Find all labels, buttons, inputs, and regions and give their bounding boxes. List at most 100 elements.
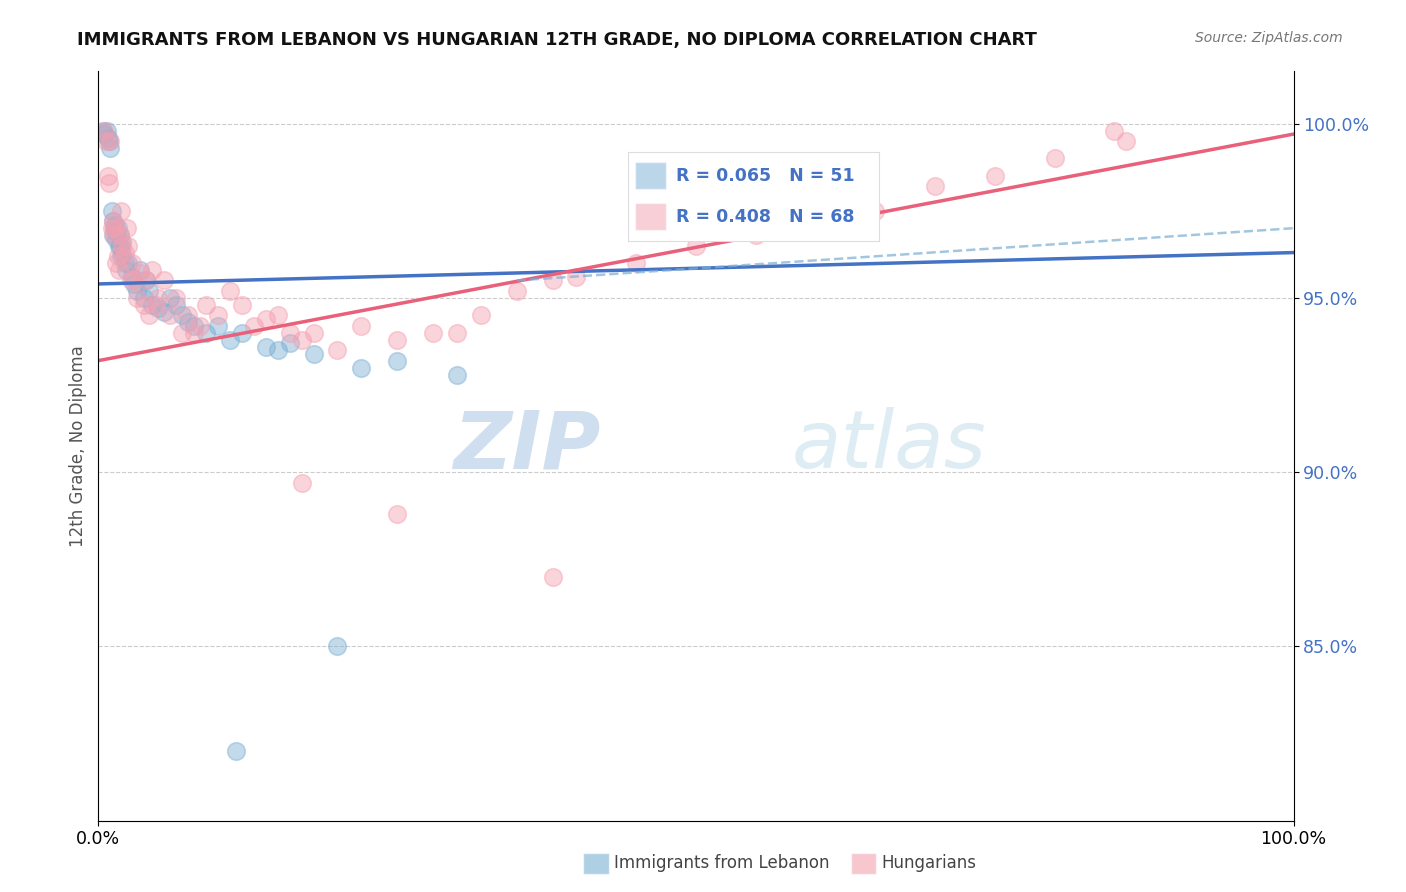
Point: [326, 343, 349, 358]
Point: [302, 346, 325, 360]
Point: [101, 228, 124, 243]
Point: [96, 123, 118, 137]
Point: [159, 291, 181, 305]
Point: [506, 284, 529, 298]
Point: [129, 267, 152, 281]
Point: [207, 308, 229, 322]
Point: [745, 228, 768, 243]
Point: [219, 284, 242, 298]
Point: [350, 360, 373, 375]
Point: [138, 284, 160, 298]
Point: [165, 291, 187, 305]
Text: atlas: atlas: [792, 407, 987, 485]
Point: [188, 318, 211, 333]
Point: [125, 284, 148, 298]
Point: [541, 570, 564, 584]
Point: [108, 238, 131, 252]
Point: [385, 333, 409, 347]
Point: [101, 214, 124, 228]
Point: [804, 221, 827, 235]
Point: [107, 221, 129, 235]
Point: [159, 308, 181, 322]
Point: [278, 336, 301, 351]
Point: [267, 308, 290, 322]
Point: [565, 270, 588, 285]
Point: [93, 123, 115, 137]
Point: [101, 214, 124, 228]
Point: [172, 326, 194, 340]
Point: [267, 343, 290, 358]
Point: [121, 270, 143, 285]
Point: [141, 263, 163, 277]
Point: [125, 291, 148, 305]
Point: [114, 256, 136, 270]
Point: [984, 169, 1007, 183]
Point: [132, 298, 155, 312]
Point: [153, 305, 176, 319]
Point: [278, 326, 301, 340]
Point: [111, 238, 134, 252]
Point: [231, 298, 253, 312]
Point: [243, 318, 266, 333]
Point: [1115, 134, 1137, 148]
FancyBboxPatch shape: [636, 203, 665, 230]
Point: [207, 318, 229, 333]
Point: [108, 228, 131, 243]
Point: [183, 326, 205, 340]
Point: [177, 308, 200, 322]
Point: [350, 318, 373, 333]
Point: [107, 263, 129, 277]
Point: [124, 277, 146, 291]
Point: [110, 249, 132, 263]
Point: [1104, 123, 1126, 137]
Point: [446, 326, 468, 340]
Point: [105, 256, 128, 270]
Point: [98, 134, 122, 148]
Point: [104, 218, 127, 232]
Point: [145, 298, 167, 312]
Point: [177, 315, 200, 329]
Point: [105, 232, 128, 246]
Point: [124, 273, 146, 287]
Point: [104, 221, 127, 235]
Point: [195, 326, 218, 340]
Point: [98, 141, 122, 155]
Point: [105, 225, 128, 239]
Text: Source: ZipAtlas.com: Source: ZipAtlas.com: [1195, 31, 1343, 45]
Point: [1043, 152, 1066, 166]
Text: Immigrants from Lebanon: Immigrants from Lebanon: [614, 855, 830, 872]
Point: [103, 221, 125, 235]
Point: [117, 256, 139, 270]
Text: IMMIGRANTS FROM LEBANON VS HUNGARIAN 12TH GRADE, NO DIPLOMA CORRELATION CHART: IMMIGRANTS FROM LEBANON VS HUNGARIAN 12T…: [77, 31, 1038, 49]
Point: [129, 263, 152, 277]
Point: [120, 273, 142, 287]
Point: [148, 291, 170, 305]
Point: [141, 298, 163, 312]
Point: [291, 475, 314, 490]
Point: [385, 353, 409, 368]
Point: [97, 169, 120, 183]
Point: [107, 249, 129, 263]
Point: [114, 245, 136, 260]
Point: [148, 301, 170, 316]
Point: [326, 640, 349, 654]
Text: ZIP: ZIP: [453, 407, 600, 485]
Point: [172, 308, 194, 322]
Point: [117, 238, 139, 252]
Point: [195, 298, 218, 312]
Point: [111, 235, 134, 249]
FancyBboxPatch shape: [636, 162, 665, 189]
Point: [385, 507, 409, 521]
Point: [626, 256, 648, 270]
Point: [470, 308, 492, 322]
Point: [924, 179, 946, 194]
Point: [183, 318, 205, 333]
Point: [291, 333, 314, 347]
Point: [107, 238, 129, 252]
Point: [100, 221, 122, 235]
Point: [135, 273, 157, 287]
Point: [111, 245, 134, 260]
Point: [135, 273, 157, 287]
Point: [98, 134, 121, 148]
Point: [98, 176, 121, 190]
